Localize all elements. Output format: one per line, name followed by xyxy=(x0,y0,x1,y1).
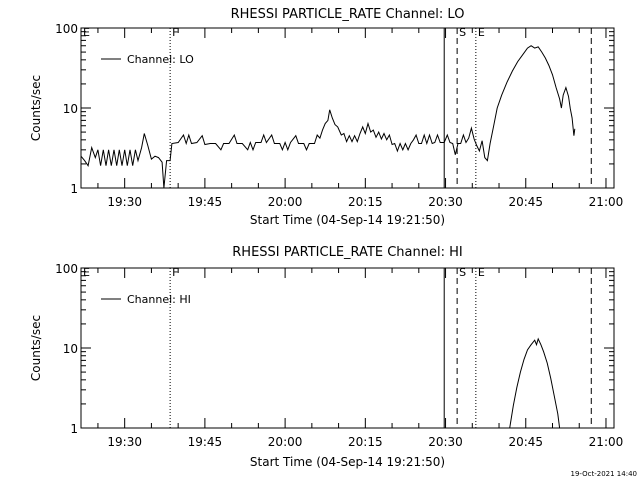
panel1-series-line xyxy=(80,45,576,189)
panel1-marker-label: S xyxy=(459,26,466,39)
panel2-y-tick-label: 100 xyxy=(55,262,78,276)
panel1-marker-label: F xyxy=(172,26,178,39)
panel1-y-axis-label: Counts/sec xyxy=(29,75,43,141)
timestamp: 19-Oct-2021 14:40 xyxy=(571,470,637,478)
panel1-title: RHESSI PARTICLE_RATE Channel: LO xyxy=(231,7,465,22)
panel2-x-tick-label: 20:00 xyxy=(268,435,303,449)
panel2-title: RHESSI PARTICLE_RATE Channel: HI xyxy=(232,245,462,260)
panel2-marker-label: E xyxy=(478,266,485,279)
panel1-legend-label: Channel: LO xyxy=(127,53,194,66)
panel1-x-tick-label: 21:00 xyxy=(589,195,624,209)
panel2-marker-label: S xyxy=(459,266,466,279)
panel1-x-tick-label: 20:30 xyxy=(428,195,463,209)
panel2-x-axis-label: Start Time (04-Sep-14 19:21:50) xyxy=(250,455,445,469)
panel2-x-tick-label: 19:45 xyxy=(188,435,223,449)
panel1-x-tick-label: 20:00 xyxy=(268,195,303,209)
panel2-x-tick-label: 20:30 xyxy=(428,435,463,449)
panel1-y-tick-label: 100 xyxy=(55,22,78,36)
panel1-x-tick-label: 20:45 xyxy=(508,195,543,209)
panel1-x-tick-label: 19:45 xyxy=(188,195,223,209)
panel1-x-tick-label: 19:30 xyxy=(107,195,142,209)
panel1-marker-label: E xyxy=(83,26,90,39)
panel2-x-tick-label: 19:30 xyxy=(107,435,142,449)
panel2-marker-label: F xyxy=(172,266,178,279)
panel2-x-tick-label: 20:15 xyxy=(348,435,383,449)
panel2-x-tick-label: 21:00 xyxy=(589,435,624,449)
panel1-x-tick-label: 20:15 xyxy=(348,195,383,209)
panel1-x-axis-label: Start Time (04-Sep-14 19:21:50) xyxy=(250,213,445,227)
panel1-y-tick-label: 1 xyxy=(70,182,78,196)
panel2-y-tick-label: 1 xyxy=(70,422,78,436)
panel1-marker-label: E xyxy=(478,26,485,39)
panel2-legend-label: Channel: HI xyxy=(127,293,191,306)
panel1-y-tick-label: 10 xyxy=(63,102,78,116)
panel2-y-tick-label: 10 xyxy=(63,342,78,356)
panel2-x-tick-label: 20:45 xyxy=(508,435,543,449)
panel2-marker-label: E xyxy=(83,266,90,279)
panel2-series-line xyxy=(509,337,561,429)
panel2-y-axis-label: Counts/sec xyxy=(29,315,43,381)
